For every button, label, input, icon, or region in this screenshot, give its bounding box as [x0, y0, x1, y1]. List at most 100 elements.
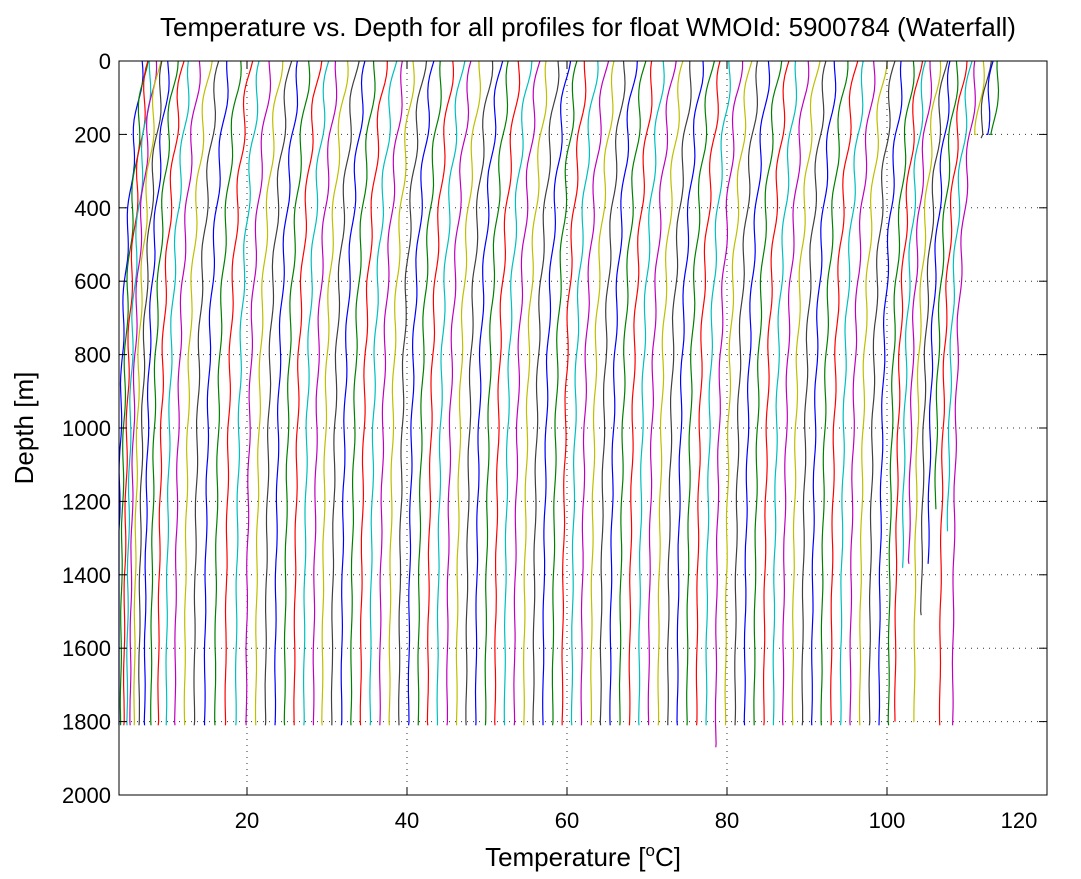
profile-line — [193, 60, 220, 726]
profile-line — [350, 60, 376, 726]
profile-line — [203, 61, 229, 726]
profile-line — [878, 60, 903, 726]
x-axis-label: Temperature [oC] — [485, 841, 681, 872]
profile-line — [676, 60, 705, 726]
profile-line — [264, 60, 293, 726]
profile-line — [274, 60, 299, 726]
profile-line — [123, 60, 149, 726]
profile-line — [224, 60, 254, 726]
profile-line — [359, 60, 388, 726]
profile-line — [980, 60, 992, 139]
x-tick-label: 100 — [869, 808, 906, 833]
profile-line — [990, 60, 1000, 135]
profile-line — [590, 60, 615, 726]
x-tick-label: 120 — [1001, 808, 1038, 833]
y-tick-label: 1600 — [62, 636, 111, 661]
profile-line — [551, 60, 578, 726]
y-tick-label: 200 — [74, 122, 111, 147]
profile-line — [321, 60, 349, 726]
profile-line — [791, 60, 821, 726]
profile-line — [561, 60, 587, 726]
y-tick-label: 400 — [74, 196, 111, 221]
profile-line — [303, 60, 330, 726]
plot-frame — [118, 60, 1048, 796]
profile-line — [858, 60, 888, 726]
y-tick-label: 1200 — [62, 489, 111, 514]
profile-line — [129, 60, 158, 726]
profile-line — [894, 60, 924, 722]
profile-line — [599, 60, 626, 726]
profile-line — [714, 60, 744, 748]
profile-line — [455, 60, 482, 726]
profile-line — [938, 60, 968, 726]
y-tick-label: 800 — [74, 343, 111, 368]
profile-line — [522, 60, 548, 726]
x-tick-label: 20 — [235, 808, 259, 833]
profile-line — [484, 60, 509, 726]
y-tick-label: 0 — [99, 49, 111, 74]
profile-line — [542, 60, 572, 726]
profile-line — [763, 60, 790, 726]
profile-line — [951, 60, 976, 726]
profile-line — [695, 60, 721, 726]
profile-line — [868, 60, 896, 726]
profile-line — [494, 60, 521, 726]
profile-line — [330, 60, 360, 726]
profile-line — [214, 60, 242, 726]
profile-line — [849, 60, 876, 726]
y-tick-label: 1000 — [62, 416, 111, 441]
x-tick-label: 60 — [555, 808, 579, 833]
profile-lines — [118, 60, 1000, 748]
y-tick-label: 600 — [74, 269, 111, 294]
profile-line — [801, 60, 827, 726]
profile-line — [686, 60, 715, 726]
profile-line — [810, 60, 837, 726]
profile-line — [150, 60, 179, 726]
profile-line — [657, 60, 684, 726]
profile-line — [465, 60, 494, 726]
y-tick-label: 1800 — [62, 710, 111, 735]
profile-line — [379, 60, 403, 726]
x-tick-label: 80 — [715, 808, 739, 833]
profile-line — [388, 60, 415, 726]
y-tick-label: 1400 — [62, 563, 111, 588]
profile-line — [503, 60, 533, 726]
profile-line — [173, 60, 201, 726]
profile-line — [143, 60, 170, 726]
profile-line — [781, 60, 810, 726]
profile-line — [830, 60, 859, 726]
profile-line — [340, 60, 366, 726]
profile-line — [513, 60, 541, 726]
profile-line — [417, 60, 442, 726]
profile-line — [986, 60, 994, 135]
profile-line — [666, 60, 692, 726]
profile-line — [436, 60, 466, 726]
x-tick-label: 40 — [395, 808, 419, 833]
profile-line — [887, 60, 915, 726]
profile-line — [839, 60, 864, 726]
profile-line — [609, 60, 638, 726]
profile-line — [235, 60, 260, 726]
profile-line — [772, 60, 798, 726]
grid-lines — [119, 61, 1047, 795]
profile-line — [407, 60, 435, 726]
profile-line — [570, 60, 599, 726]
profile-line — [820, 61, 849, 726]
y-axis-label: Depth [m] — [9, 372, 39, 485]
profile-line — [165, 60, 190, 726]
y-tick-label: 2000 — [62, 783, 111, 808]
profile-line — [753, 60, 783, 726]
profile-line — [913, 60, 942, 723]
profile-line — [705, 60, 731, 726]
profile-line — [734, 60, 759, 726]
profile-line — [283, 60, 311, 726]
profile-line — [293, 60, 323, 726]
profile-line — [369, 60, 398, 726]
profile-line — [618, 60, 647, 726]
profile-line — [580, 60, 610, 726]
profile-line — [245, 60, 272, 726]
profile-line — [254, 60, 284, 726]
profile-line — [920, 60, 949, 616]
profile-line — [724, 60, 753, 726]
